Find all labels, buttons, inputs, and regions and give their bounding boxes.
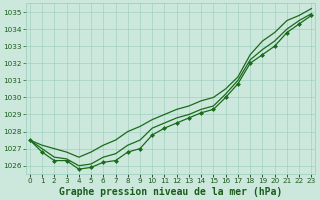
X-axis label: Graphe pression niveau de la mer (hPa): Graphe pression niveau de la mer (hPa) — [59, 186, 282, 197]
